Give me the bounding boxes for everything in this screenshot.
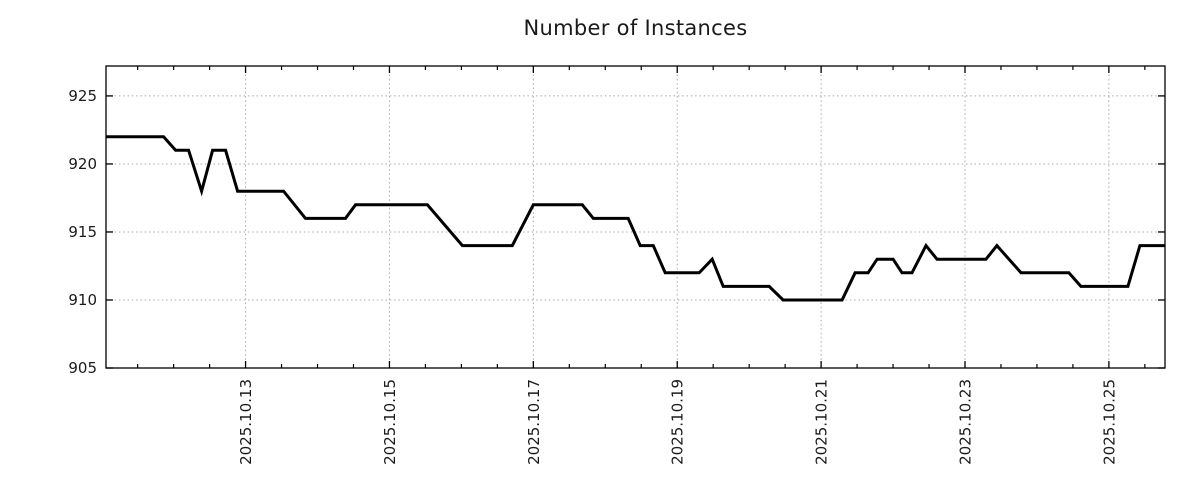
y-tick-label: 915	[68, 223, 97, 241]
x-tick-label: 2025.10.17	[525, 379, 543, 465]
y-tick-label: 920	[68, 155, 97, 173]
x-tick-label: 2025.10.23	[956, 379, 974, 465]
chart-title: Number of Instances	[523, 16, 748, 40]
x-tick-label: 2025.10.21	[813, 379, 831, 465]
x-tick-label: 2025.10.15	[381, 379, 399, 465]
x-tick-label: 2025.10.13	[237, 379, 255, 465]
series-line-instances	[106, 135, 1165, 302]
y-tick-label: 910	[68, 291, 97, 309]
x-tick-label: 2025.10.19	[669, 379, 687, 465]
y-tick-label: 925	[68, 87, 97, 105]
x-tick-label: 2025.10.25	[1100, 379, 1118, 465]
plot-border	[105, 65, 1166, 369]
y-tick-label: 905	[68, 359, 97, 377]
